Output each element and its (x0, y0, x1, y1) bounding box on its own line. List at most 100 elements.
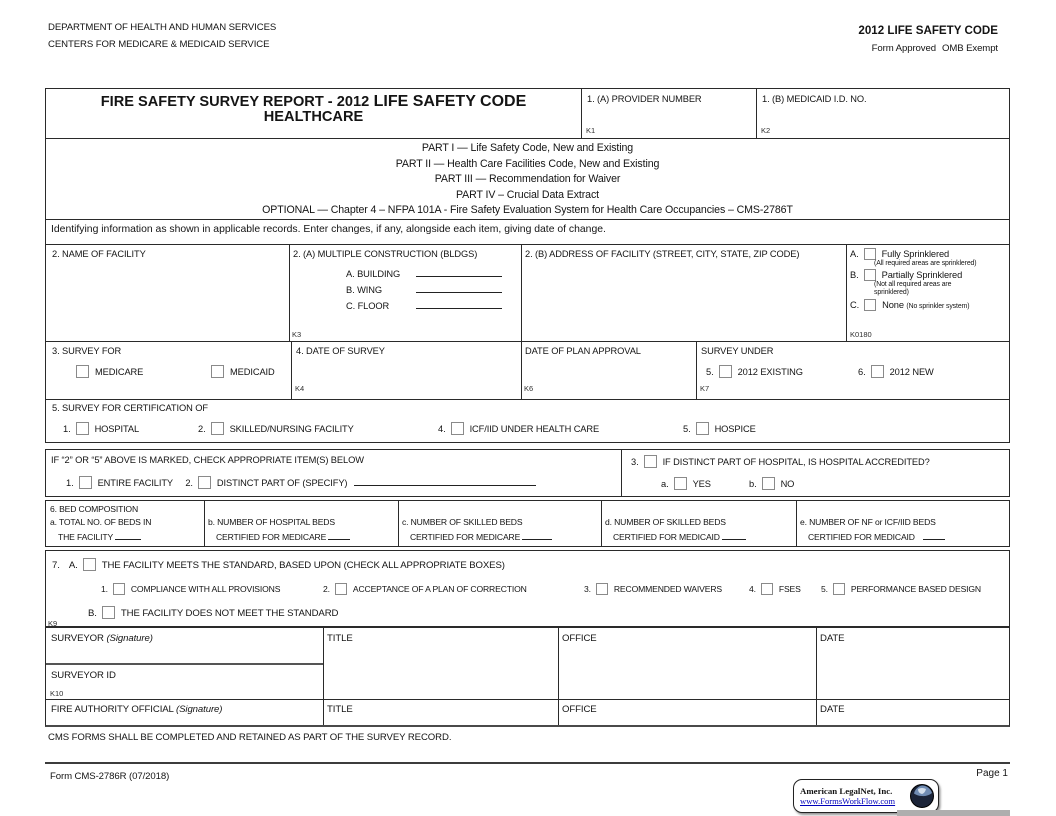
entire-facility-label: ENTIRE FACILITY (97, 478, 173, 488)
new-2012-checkbox[interactable] (870, 365, 884, 378)
fully-sprinklered-label: Fully Sprinklered (881, 249, 950, 259)
beds-c-line1: c. NUMBER OF SKILLED BEDS (402, 517, 523, 527)
construction-floor-label: C. FLOOR (346, 301, 390, 311)
fire-title-field[interactable] (327, 716, 552, 726)
accredited-no-option: b. NO (749, 477, 794, 490)
skilled-nursing-checkbox[interactable] (210, 422, 224, 435)
standard-item-compliance: 1. COMPLIANCE WITH ALL PROVISIONS (101, 583, 280, 595)
medicaid-option: MEDICAID (211, 365, 275, 378)
existing-2012-checkbox[interactable] (718, 365, 732, 378)
part-4: PART IV – Crucial Data Extract (455, 188, 599, 201)
survey-under-2012-existing: 5. 2012 EXISTING (706, 365, 803, 378)
hospice-checkbox[interactable] (695, 422, 709, 435)
waivers-num: 3. (584, 584, 591, 594)
sprinkler-option-fully: A. Fully Sprinklered (850, 248, 1008, 260)
construction-wing-row: B. WING (346, 283, 502, 295)
medicaid-id-field[interactable] (781, 107, 941, 123)
surveyor-office-field[interactable] (562, 648, 810, 693)
legalnet-badge[interactable]: American LegalNet, Inc. www.FormsWorkFlo… (793, 779, 939, 813)
wing-input-line[interactable] (416, 283, 502, 293)
does-not-meet-checkbox[interactable] (101, 606, 115, 619)
surveyor-signature-italic: (Signature) (106, 633, 153, 644)
acceptance-checkbox[interactable] (334, 583, 347, 595)
partially-sprinklered-checkbox[interactable] (863, 269, 876, 281)
provider-number-kcode: K1 (586, 126, 596, 135)
plan-approval-field[interactable] (525, 361, 675, 381)
fire-authority-label: FIRE AUTHORITY OFFICIAL (Signature) (51, 704, 222, 715)
waivers-checkbox[interactable] (595, 583, 608, 595)
medicare-label: MEDICARE (95, 367, 144, 377)
address-field[interactable] (525, 267, 840, 327)
legalnet-url[interactable]: www.FormsWorkFlow.com (800, 796, 896, 806)
surveyor-signature-label: SURVEYOR (Signature) (51, 633, 153, 644)
divider (46, 399, 1009, 400)
surveyor-signature-field[interactable] (51, 646, 316, 662)
standard-item-acceptance: 2. ACCEPTANCE OF A PLAN OF CORRECTION (323, 583, 527, 595)
accredited-checkbox[interactable] (643, 455, 657, 468)
surveyor-title-field[interactable] (327, 648, 552, 693)
plan-approval-label: DATE OF PLAN APPROVAL (525, 346, 641, 356)
fire-date-field[interactable] (820, 716, 1005, 726)
divider (816, 628, 817, 725)
fses-checkbox[interactable] (760, 583, 773, 595)
standard-b-row: B. THE FACILITY DOES NOT MEET THE STANDAR… (88, 606, 338, 619)
compliance-checkbox[interactable] (112, 583, 125, 595)
divider (521, 244, 522, 341)
meets-standard-checkbox[interactable] (82, 558, 96, 571)
cert-hospital-label: HOSPITAL (94, 424, 140, 434)
plan-approval-kcode: K6 (524, 384, 534, 393)
medicare-checkbox[interactable] (76, 365, 89, 378)
fses-num: 4. (749, 584, 756, 594)
beds-b-input-line[interactable] (328, 530, 351, 540)
fire-office-field[interactable] (562, 716, 810, 726)
beds-d-line2: CERTIFIED FOR MEDICAID (613, 530, 747, 542)
facility-name-field[interactable] (52, 267, 282, 327)
cert-hospital-option: 1. HOSPITAL (63, 422, 139, 435)
medicaid-id-kcode: K2 (761, 126, 771, 135)
specify-input-line[interactable] (353, 476, 536, 486)
none-sprinklered-checkbox[interactable] (864, 299, 877, 311)
cert-snf-label: SKILLED/NURSING FACILITY (229, 424, 354, 434)
parts-list: PART I — Life Safety Code, New and Exist… (46, 141, 1009, 219)
surveyor-id-field[interactable] (51, 683, 316, 695)
building-input-line[interactable] (416, 267, 502, 277)
beds-a-input-line[interactable] (115, 530, 142, 540)
existing-2012-label: 2012 EXISTING (737, 367, 803, 377)
date-of-survey-label: 4. DATE OF SURVEY (296, 346, 385, 356)
footer-divider (45, 762, 1010, 764)
hospital-checkbox[interactable] (75, 422, 89, 435)
form-approved-line: Form Approved OMB Exempt (872, 43, 998, 54)
surveyor-date-field[interactable] (820, 648, 1005, 693)
divider (696, 341, 697, 399)
beds-e-input-line[interactable] (923, 530, 946, 540)
construction-building-row: A. BUILDING (346, 267, 502, 279)
divider (621, 450, 622, 496)
divider (46, 138, 1009, 139)
beds-d-input-line[interactable] (722, 530, 747, 540)
provider-number-field[interactable] (606, 107, 746, 123)
distinct-part-checkbox[interactable] (197, 476, 211, 489)
fully-sprinklered-checkbox[interactable] (863, 248, 876, 260)
performance-checkbox[interactable] (832, 583, 845, 595)
beds-d-line1: d. NUMBER OF SKILLED BEDS (605, 517, 726, 527)
beds-b-line2-text: CERTIFIED FOR MEDICARE (216, 532, 327, 542)
form-title-main: FIRE SAFETY SURVEY REPORT - 2012 (100, 94, 370, 110)
dept-line2: CENTERS FOR MEDICARE & MEDICAID SERVICE (48, 39, 270, 50)
yes-checkbox[interactable] (673, 477, 687, 490)
beds-c-input-line[interactable] (522, 530, 553, 540)
cert-icfiid-option: 4. ICF/IID UNDER HEALTH CARE (438, 422, 599, 435)
icfiid-checkbox[interactable] (450, 422, 464, 435)
no-checkbox[interactable] (761, 477, 775, 490)
floor-input-line[interactable] (416, 299, 502, 309)
part-2: PART II — Health Care Facilities Code, N… (395, 157, 660, 170)
medicaid-checkbox[interactable] (211, 365, 224, 378)
new-2012-label: 2012 NEW (889, 367, 934, 377)
beds-b-line2: CERTIFIED FOR MEDICARE (216, 530, 351, 542)
no-label: NO (780, 479, 795, 489)
divider (558, 628, 559, 725)
surveyor-id-label: SURVEYOR ID (51, 670, 116, 681)
fire-authority-signature-field[interactable] (51, 716, 316, 726)
date-of-survey-field[interactable] (296, 361, 496, 381)
entire-facility-checkbox[interactable] (78, 476, 92, 489)
standard-a-letter: A. (68, 560, 78, 571)
